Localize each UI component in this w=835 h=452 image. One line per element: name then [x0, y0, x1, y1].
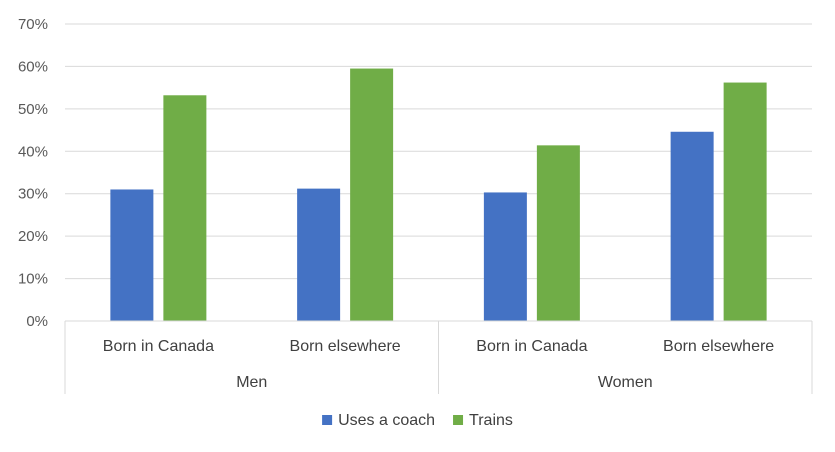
bar-uses-a-coach — [670, 131, 714, 321]
legend-label: Uses a coach — [338, 412, 435, 429]
x-group-label: Women — [598, 374, 653, 391]
bar-uses-a-coach — [483, 192, 527, 321]
legend: Uses a coach Trains — [322, 412, 513, 429]
legend-swatch — [453, 415, 464, 425]
y-tick-label: 70% — [18, 16, 48, 33]
x-category-label: Born elsewhere — [663, 338, 774, 355]
y-tick-label: 30% — [18, 186, 48, 203]
x-axis: Born in Canada Born elsewhere Born in Cana… — [64, 320, 813, 394]
legend-swatch — [322, 415, 333, 425]
y-tick-label: 40% — [18, 143, 48, 160]
bar-trains — [163, 95, 207, 321]
x-group-label: Men — [236, 374, 267, 391]
bar-trains — [350, 68, 394, 321]
y-axis-ticks: 0% 10% 20% 30% 40% 50% 60% 70% — [18, 16, 48, 330]
bar-trains — [536, 145, 580, 321]
y-tick-label: 0% — [26, 313, 48, 330]
y-tick-label: 10% — [18, 271, 48, 288]
x-category-label: Born elsewhere — [290, 338, 401, 355]
legend-label: Trains — [469, 412, 513, 429]
y-tick-label: 20% — [18, 228, 48, 245]
y-tick-label: 50% — [18, 101, 48, 118]
bars — [110, 68, 767, 322]
x-category-label: Born in Canada — [103, 338, 214, 355]
bar-uses-a-coach — [297, 188, 341, 321]
y-tick-label: 60% — [18, 58, 48, 75]
bar-uses-a-coach — [110, 189, 154, 321]
x-category-label: Born in Canada — [476, 338, 587, 355]
bar-trains — [723, 82, 767, 322]
